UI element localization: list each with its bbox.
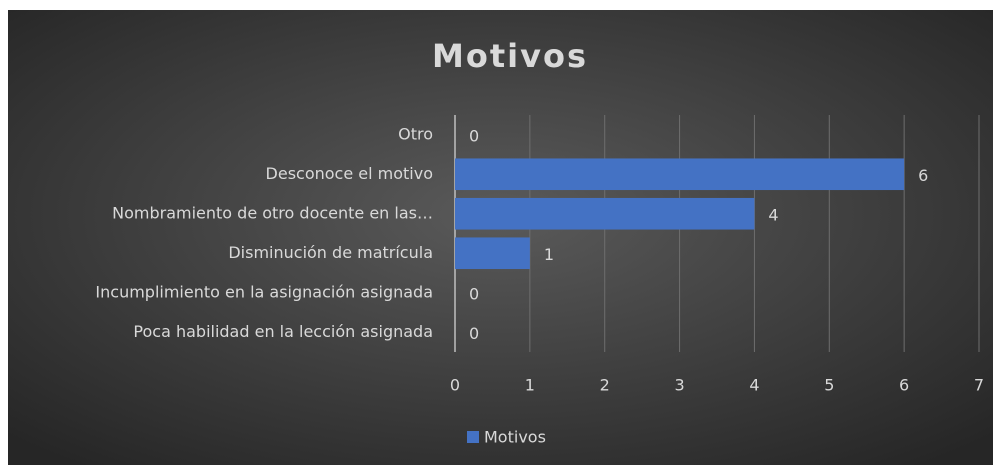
legend-label: Motivos [484, 428, 546, 447]
data-label: 0 [469, 284, 479, 303]
bar [455, 237, 530, 270]
legend-swatch [467, 431, 479, 443]
y-tick-label: Poca habilidad en la lección asignada [133, 322, 433, 341]
chart-title: Motivos [432, 37, 588, 75]
y-tick-label: Nombramiento de otro docente en las… [112, 203, 433, 222]
data-label: 0 [469, 324, 479, 343]
x-tick-label: 2 [600, 376, 610, 395]
bar [455, 158, 905, 191]
data-label: 4 [768, 205, 778, 224]
data-label: 6 [918, 166, 928, 185]
y-tick-label: Otro [398, 124, 433, 143]
y-tick-label: Desconoce el motivo [266, 164, 433, 183]
y-tick-label: Incumplimiento en la asignación asignada [95, 282, 433, 301]
data-label: 0 [469, 126, 479, 145]
x-tick-label: 1 [525, 376, 535, 395]
y-tick-label: Disminución de matrícula [228, 243, 433, 262]
x-tick-label: 0 [450, 376, 460, 395]
data-label: 1 [544, 245, 554, 264]
x-tick-label: 6 [899, 376, 909, 395]
x-tick-label: 5 [824, 376, 834, 395]
x-tick-label: 4 [749, 376, 759, 395]
x-tick-label: 7 [974, 376, 984, 395]
bar [455, 197, 755, 230]
x-tick-label: 3 [674, 376, 684, 395]
